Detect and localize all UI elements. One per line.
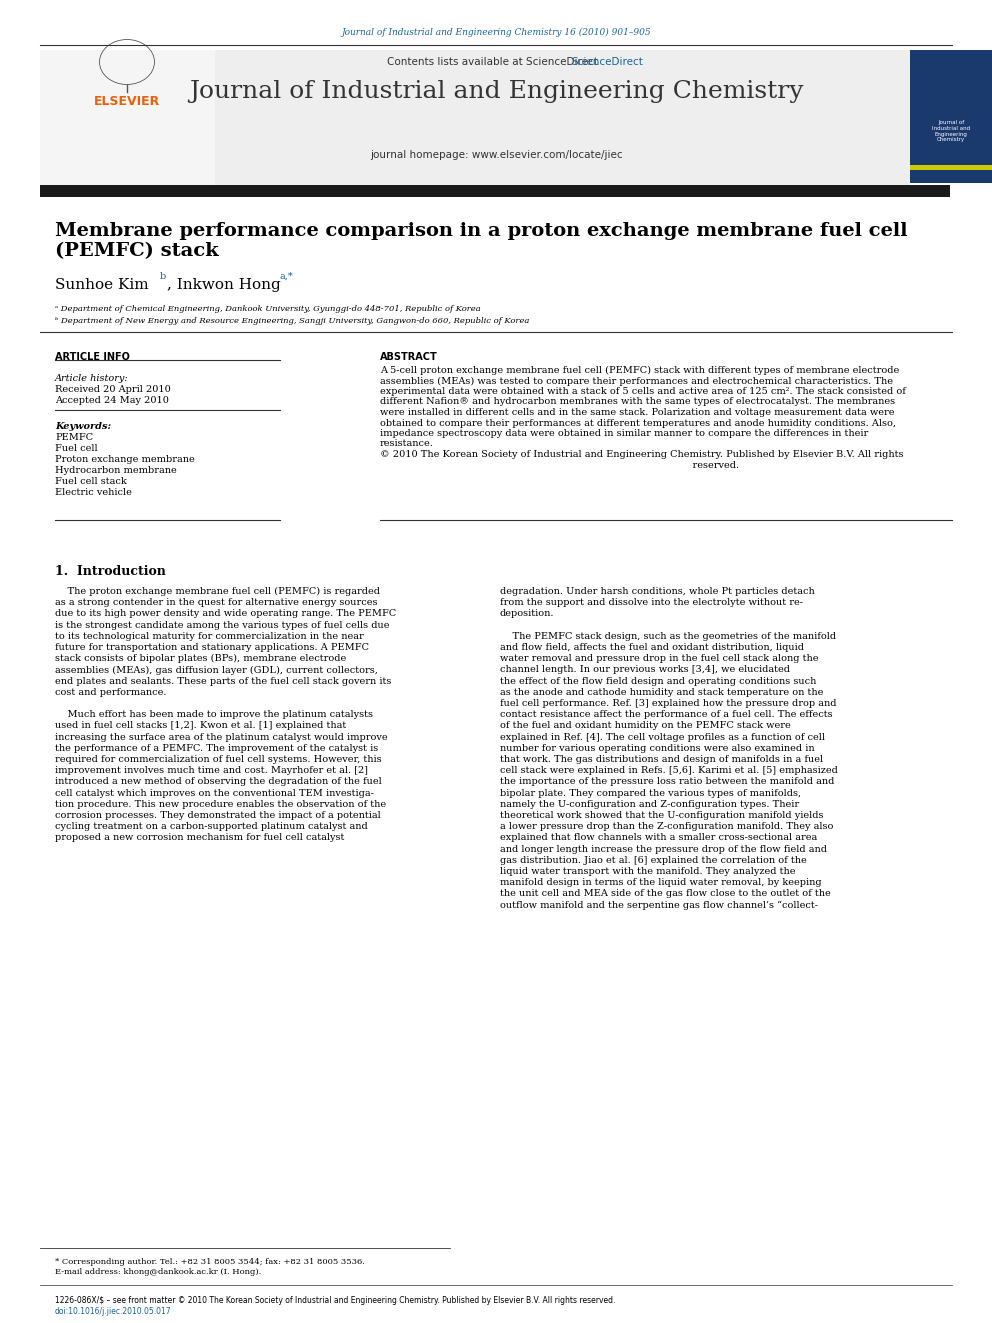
Text: 1.  Introduction: 1. Introduction — [55, 565, 166, 578]
Text: obtained to compare their performances at different temperatures and anode humid: obtained to compare their performances a… — [380, 418, 896, 427]
Text: The PEMFC stack design, such as the geometries of the manifold: The PEMFC stack design, such as the geom… — [500, 632, 836, 640]
Text: degradation. Under harsh conditions, whole Pt particles detach: degradation. Under harsh conditions, who… — [500, 587, 814, 595]
Text: the unit cell and MEA side of the gas flow close to the outlet of the: the unit cell and MEA side of the gas fl… — [500, 889, 830, 898]
Text: water removal and pressure drop in the fuel cell stack along the: water removal and pressure drop in the f… — [500, 654, 818, 663]
Text: bipolar plate. They compared the various types of manifolds,: bipolar plate. They compared the various… — [500, 789, 802, 798]
Text: Sunhoe Kim: Sunhoe Kim — [55, 278, 149, 292]
Bar — [40, 50, 215, 185]
Text: E-mail address: khong@dankook.ac.kr (I. Hong).: E-mail address: khong@dankook.ac.kr (I. … — [55, 1267, 261, 1275]
Text: of the fuel and oxidant humidity on the PEMFC stack were: of the fuel and oxidant humidity on the … — [500, 721, 791, 730]
Text: (PEMFC) stack: (PEMFC) stack — [55, 242, 218, 261]
Text: the importance of the pressure loss ratio between the manifold and: the importance of the pressure loss rati… — [500, 778, 834, 786]
Text: © 2010 The Korean Society of Industrial and Engineering Chemistry. Published by : © 2010 The Korean Society of Industrial … — [380, 450, 904, 459]
Text: cycling treatment on a carbon-supported platinum catalyst and: cycling treatment on a carbon-supported … — [55, 822, 368, 831]
Text: proposed a new corrosion mechanism for fuel cell catalyst: proposed a new corrosion mechanism for f… — [55, 833, 344, 843]
Text: manifold design in terms of the liquid water removal, by keeping: manifold design in terms of the liquid w… — [500, 878, 821, 888]
Text: fuel cell performance. Ref. [3] explained how the pressure drop and: fuel cell performance. Ref. [3] explaine… — [500, 699, 836, 708]
Text: the effect of the flow field design and operating conditions such: the effect of the flow field design and … — [500, 676, 816, 685]
Text: Journal of
Industrial and
Engineering
Chemistry: Journal of Industrial and Engineering Ch… — [931, 120, 970, 143]
Text: a,*: a,* — [280, 273, 294, 280]
Text: a lower pressure drop than the Z-configuration manifold. They also: a lower pressure drop than the Z-configu… — [500, 822, 833, 831]
Bar — [40, 50, 910, 185]
Text: Article history:: Article history: — [55, 374, 129, 382]
Text: 1226-086X/$ – see front matter © 2010 The Korean Society of Industrial and Engin: 1226-086X/$ – see front matter © 2010 Th… — [55, 1297, 615, 1304]
Text: required for commercialization of fuel cell systems. However, this: required for commercialization of fuel c… — [55, 755, 382, 763]
Text: gas distribution. Jiao et al. [6] explained the correlation of the: gas distribution. Jiao et al. [6] explai… — [500, 856, 806, 865]
Text: * Corresponding author. Tel.: +82 31 8005 3544; fax: +82 31 8005 3536.: * Corresponding author. Tel.: +82 31 800… — [55, 1258, 365, 1266]
Text: ᵃ Department of Chemical Engineering, Dankook University, Gyunggi-do 448-701, Re: ᵃ Department of Chemical Engineering, Da… — [55, 306, 481, 314]
Text: used in fuel cell stacks [1,2]. Kwon et al. [1] explained that: used in fuel cell stacks [1,2]. Kwon et … — [55, 721, 346, 730]
Text: were installed in different cells and in the same stack. Polarization and voltag: were installed in different cells and in… — [380, 407, 895, 417]
Text: Journal of Industrial and Engineering Chemistry: Journal of Industrial and Engineering Ch… — [188, 79, 804, 103]
Text: namely the U-configuration and Z-configuration types. Their: namely the U-configuration and Z-configu… — [500, 800, 800, 808]
Text: PEMFC: PEMFC — [55, 433, 93, 442]
Text: deposition.: deposition. — [500, 610, 555, 618]
Text: Journal of Industrial and Engineering Chemistry 16 (2010) 901–905: Journal of Industrial and Engineering Ch… — [341, 28, 651, 37]
Text: A 5-cell proton exchange membrane fuel cell (PEMFC) stack with different types o: A 5-cell proton exchange membrane fuel c… — [380, 366, 900, 376]
Text: Hydrocarbon membrane: Hydrocarbon membrane — [55, 466, 177, 475]
Text: and longer length increase the pressure drop of the flow field and: and longer length increase the pressure … — [500, 844, 827, 853]
Text: journal homepage: www.elsevier.com/locate/jiec: journal homepage: www.elsevier.com/locat… — [370, 149, 622, 160]
Text: Fuel cell stack: Fuel cell stack — [55, 478, 127, 486]
Text: ELSEVIER: ELSEVIER — [94, 95, 160, 108]
Text: assemblies (MEAs) was tested to compare their performances and electrochemical c: assemblies (MEAs) was tested to compare … — [380, 377, 893, 385]
Text: channel length. In our previous works [3,4], we elucidated: channel length. In our previous works [3… — [500, 665, 790, 675]
Text: ᵇ Department of New Energy and Resource Engineering, Sangji University, Gangwon-: ᵇ Department of New Energy and Resource … — [55, 318, 530, 325]
Text: Accepted 24 May 2010: Accepted 24 May 2010 — [55, 396, 169, 405]
Text: Received 20 April 2010: Received 20 April 2010 — [55, 385, 171, 394]
Text: explained that flow channels with a smaller cross-sectional area: explained that flow channels with a smal… — [500, 833, 817, 843]
Text: number for various operating conditions were also examined in: number for various operating conditions … — [500, 744, 814, 753]
Text: cell catalyst which improves on the conventional TEM investiga-: cell catalyst which improves on the conv… — [55, 789, 374, 798]
Text: Electric vehicle: Electric vehicle — [55, 488, 132, 497]
Text: cost and performance.: cost and performance. — [55, 688, 167, 697]
Text: the performance of a PEMFC. The improvement of the catalyst is: the performance of a PEMFC. The improvem… — [55, 744, 378, 753]
Text: theoretical work showed that the U-configuration manifold yields: theoretical work showed that the U-confi… — [500, 811, 823, 820]
Text: and flow field, affects the fuel and oxidant distribution, liquid: and flow field, affects the fuel and oxi… — [500, 643, 804, 652]
Text: Fuel cell: Fuel cell — [55, 445, 97, 452]
Text: contact resistance affect the performance of a fuel cell. The effects: contact resistance affect the performanc… — [500, 710, 832, 720]
Text: corrosion processes. They demonstrated the impact of a potential: corrosion processes. They demonstrated t… — [55, 811, 381, 820]
Text: liquid water transport with the manifold. They analyzed the: liquid water transport with the manifold… — [500, 867, 796, 876]
Text: explained in Ref. [4]. The cell voltage profiles as a function of cell: explained in Ref. [4]. The cell voltage … — [500, 733, 825, 742]
Text: b: b — [160, 273, 167, 280]
Bar — [910, 50, 992, 183]
Text: that work. The gas distributions and design of manifolds in a fuel: that work. The gas distributions and des… — [500, 755, 823, 763]
Text: cell stack were explained in Refs. [5,6]. Karimi et al. [5] emphasized: cell stack were explained in Refs. [5,6]… — [500, 766, 838, 775]
Text: is the strongest candidate among the various types of fuel cells due: is the strongest candidate among the var… — [55, 620, 390, 630]
Text: Much effort has been made to improve the platinum catalysts: Much effort has been made to improve the… — [55, 710, 373, 720]
Text: The proton exchange membrane fuel cell (PEMFC) is regarded: The proton exchange membrane fuel cell (… — [55, 587, 380, 597]
Text: tion procedure. This new procedure enables the observation of the: tion procedure. This new procedure enabl… — [55, 800, 386, 808]
Text: from the support and dissolve into the electrolyte without re-: from the support and dissolve into the e… — [500, 598, 803, 607]
Text: future for transportation and stationary applications. A PEMFC: future for transportation and stationary… — [55, 643, 369, 652]
Text: increasing the surface area of the platinum catalyst would improve: increasing the surface area of the plati… — [55, 733, 388, 742]
Text: Keywords:: Keywords: — [55, 422, 111, 431]
Bar — [910, 165, 992, 169]
Text: ARTICLE INFO: ARTICLE INFO — [55, 352, 130, 363]
Text: to its technological maturity for commercialization in the near: to its technological maturity for commer… — [55, 632, 364, 640]
Text: ScienceDirect: ScienceDirect — [571, 57, 643, 67]
Text: different Nafion® and hydrocarbon membranes with the same types of electrocataly: different Nafion® and hydrocarbon membra… — [380, 397, 895, 406]
Text: stack consists of bipolar plates (BPs), membrane electrode: stack consists of bipolar plates (BPs), … — [55, 654, 346, 663]
Text: as the anode and cathode humidity and stack temperature on the: as the anode and cathode humidity and st… — [500, 688, 823, 697]
Text: introduced a new method of observing the degradation of the fuel: introduced a new method of observing the… — [55, 778, 382, 786]
Bar — [40, 185, 950, 197]
Text: resistance.: resistance. — [380, 439, 434, 448]
Text: outflow manifold and the serpentine gas flow channel’s “collect-: outflow manifold and the serpentine gas … — [500, 901, 818, 910]
Text: Membrane performance comparison in a proton exchange membrane fuel cell: Membrane performance comparison in a pro… — [55, 222, 908, 239]
Text: Contents lists available at ScienceDirect: Contents lists available at ScienceDirec… — [387, 57, 605, 67]
Text: impedance spectroscopy data were obtained in similar manner to compare the diffe: impedance spectroscopy data were obtaine… — [380, 429, 868, 438]
Text: due to its high power density and wide operating range. The PEMFC: due to its high power density and wide o… — [55, 610, 396, 618]
Text: doi:10.1016/j.jiec.2010.05.017: doi:10.1016/j.jiec.2010.05.017 — [55, 1307, 172, 1316]
Text: Proton exchange membrane: Proton exchange membrane — [55, 455, 194, 464]
Text: ABSTRACT: ABSTRACT — [380, 352, 437, 363]
Text: assemblies (MEAs), gas diffusion layer (GDL), current collectors,: assemblies (MEAs), gas diffusion layer (… — [55, 665, 378, 675]
Text: improvement involves much time and cost. Mayrhofer et al. [2]: improvement involves much time and cost.… — [55, 766, 368, 775]
Text: experimental data were obtained with a stack of 5 cells and active area of 125 c: experimental data were obtained with a s… — [380, 388, 906, 396]
Text: as a strong contender in the quest for alternative energy sources: as a strong contender in the quest for a… — [55, 598, 378, 607]
Text: reserved.: reserved. — [380, 460, 739, 470]
Text: , Inkwon Hong: , Inkwon Hong — [167, 278, 281, 292]
Text: end plates and sealants. These parts of the fuel cell stack govern its: end plates and sealants. These parts of … — [55, 676, 392, 685]
